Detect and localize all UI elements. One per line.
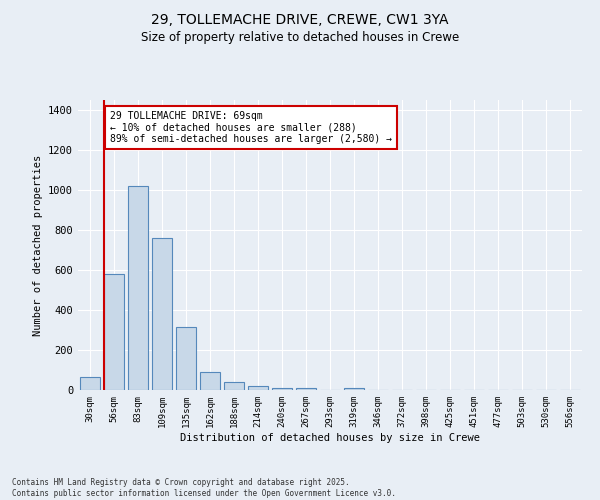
Bar bbox=[224, 382, 244, 390]
Bar bbox=[200, 372, 220, 390]
Text: 29 TOLLEMACHE DRIVE: 69sqm
← 10% of detached houses are smaller (288)
89% of sem: 29 TOLLEMACHE DRIVE: 69sqm ← 10% of deta… bbox=[110, 111, 392, 144]
Bar bbox=[152, 238, 172, 390]
Y-axis label: Number of detached properties: Number of detached properties bbox=[32, 154, 43, 336]
Bar bbox=[176, 327, 196, 390]
Bar bbox=[248, 386, 268, 390]
X-axis label: Distribution of detached houses by size in Crewe: Distribution of detached houses by size … bbox=[180, 432, 480, 442]
Bar bbox=[344, 388, 364, 390]
Bar bbox=[272, 388, 292, 390]
Bar bbox=[104, 274, 124, 390]
Text: Contains HM Land Registry data © Crown copyright and database right 2025.
Contai: Contains HM Land Registry data © Crown c… bbox=[12, 478, 396, 498]
Bar bbox=[80, 377, 100, 390]
Text: Size of property relative to detached houses in Crewe: Size of property relative to detached ho… bbox=[141, 31, 459, 44]
Bar bbox=[296, 388, 316, 390]
Bar bbox=[128, 186, 148, 390]
Text: 29, TOLLEMACHE DRIVE, CREWE, CW1 3YA: 29, TOLLEMACHE DRIVE, CREWE, CW1 3YA bbox=[151, 12, 449, 26]
